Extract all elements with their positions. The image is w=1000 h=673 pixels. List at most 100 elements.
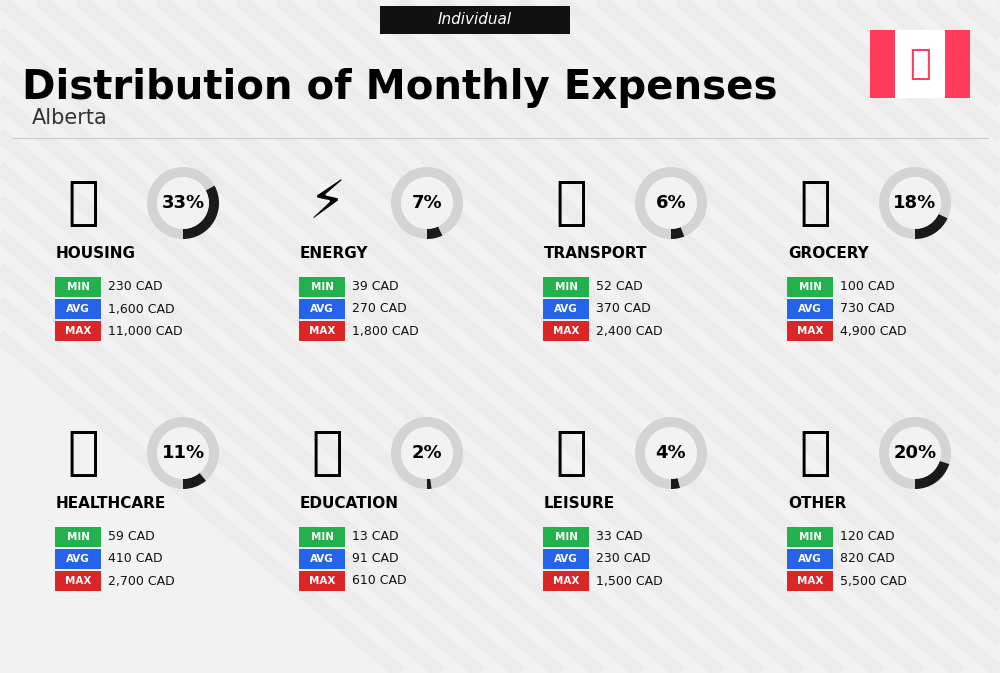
Text: MIN: MIN (554, 532, 578, 542)
Text: MAX: MAX (797, 326, 823, 336)
Text: MIN: MIN (310, 532, 334, 542)
Text: 120 CAD: 120 CAD (840, 530, 895, 544)
Text: 4%: 4% (656, 444, 686, 462)
Text: 230 CAD: 230 CAD (596, 553, 651, 565)
Text: 7%: 7% (412, 194, 442, 212)
FancyBboxPatch shape (380, 6, 570, 34)
FancyBboxPatch shape (787, 321, 833, 341)
Circle shape (889, 177, 941, 229)
Wedge shape (915, 214, 948, 239)
FancyBboxPatch shape (299, 299, 345, 319)
FancyBboxPatch shape (787, 277, 833, 297)
Text: 🍁: 🍁 (909, 47, 931, 81)
FancyBboxPatch shape (543, 549, 589, 569)
Circle shape (889, 427, 941, 479)
FancyBboxPatch shape (787, 299, 833, 319)
FancyBboxPatch shape (543, 321, 589, 341)
Text: MAX: MAX (65, 326, 91, 336)
Text: HEALTHCARE: HEALTHCARE (56, 495, 166, 511)
Text: 💰: 💰 (799, 427, 831, 479)
FancyBboxPatch shape (299, 277, 345, 297)
Circle shape (401, 427, 453, 479)
Wedge shape (147, 417, 219, 489)
Text: 11,000 CAD: 11,000 CAD (108, 324, 183, 337)
Text: MAX: MAX (65, 576, 91, 586)
FancyBboxPatch shape (55, 299, 101, 319)
Text: 2,700 CAD: 2,700 CAD (108, 575, 175, 588)
Circle shape (157, 427, 209, 479)
Text: MIN: MIN (310, 282, 334, 292)
FancyBboxPatch shape (543, 299, 589, 319)
Text: AVG: AVG (554, 554, 578, 564)
FancyBboxPatch shape (787, 527, 833, 547)
Text: AVG: AVG (66, 304, 90, 314)
Text: 730 CAD: 730 CAD (840, 302, 895, 316)
Text: AVG: AVG (66, 554, 90, 564)
FancyBboxPatch shape (543, 571, 589, 591)
Text: Distribution of Monthly Expenses: Distribution of Monthly Expenses (22, 68, 778, 108)
FancyBboxPatch shape (543, 277, 589, 297)
FancyBboxPatch shape (299, 549, 345, 569)
Text: ENERGY: ENERGY (300, 246, 368, 260)
FancyBboxPatch shape (543, 527, 589, 547)
Wedge shape (671, 227, 684, 239)
FancyBboxPatch shape (55, 549, 101, 569)
Circle shape (157, 177, 209, 229)
Text: 🛍: 🛍 (555, 427, 587, 479)
Text: 🎓: 🎓 (311, 427, 343, 479)
Text: 18%: 18% (893, 194, 937, 212)
Wedge shape (915, 461, 949, 489)
Wedge shape (635, 417, 707, 489)
Text: 270 CAD: 270 CAD (352, 302, 407, 316)
FancyBboxPatch shape (870, 30, 970, 98)
Text: LEISURE: LEISURE (544, 495, 615, 511)
Text: EDUCATION: EDUCATION (300, 495, 399, 511)
Text: 13 CAD: 13 CAD (352, 530, 399, 544)
Text: MIN: MIN (554, 282, 578, 292)
Text: 820 CAD: 820 CAD (840, 553, 895, 565)
Wedge shape (183, 186, 219, 239)
FancyBboxPatch shape (55, 571, 101, 591)
Text: 20%: 20% (893, 444, 937, 462)
Text: 🛒: 🛒 (799, 177, 831, 229)
Text: AVG: AVG (310, 304, 334, 314)
Text: 230 CAD: 230 CAD (108, 281, 163, 293)
Text: 370 CAD: 370 CAD (596, 302, 651, 316)
Wedge shape (635, 167, 707, 239)
FancyBboxPatch shape (945, 30, 970, 98)
Text: 1,800 CAD: 1,800 CAD (352, 324, 419, 337)
Text: MIN: MIN (66, 532, 90, 542)
Text: AVG: AVG (310, 554, 334, 564)
FancyBboxPatch shape (299, 571, 345, 591)
Text: MAX: MAX (797, 576, 823, 586)
Text: Alberta: Alberta (32, 108, 108, 128)
Text: MIN: MIN (66, 282, 90, 292)
Text: 610 CAD: 610 CAD (352, 575, 407, 588)
Text: MAX: MAX (309, 326, 335, 336)
FancyBboxPatch shape (870, 30, 895, 98)
Wedge shape (183, 473, 206, 489)
Text: MIN: MIN (798, 282, 822, 292)
Circle shape (401, 177, 453, 229)
Text: MAX: MAX (553, 576, 579, 586)
Text: 5,500 CAD: 5,500 CAD (840, 575, 907, 588)
Text: OTHER: OTHER (788, 495, 846, 511)
FancyBboxPatch shape (787, 571, 833, 591)
Text: Individual: Individual (438, 13, 512, 28)
Text: 410 CAD: 410 CAD (108, 553, 163, 565)
Text: MAX: MAX (553, 326, 579, 336)
Wedge shape (671, 478, 680, 489)
Text: 🏥: 🏥 (67, 427, 99, 479)
Text: 2%: 2% (412, 444, 442, 462)
Text: 2,400 CAD: 2,400 CAD (596, 324, 663, 337)
Text: TRANSPORT: TRANSPORT (544, 246, 648, 260)
Wedge shape (879, 417, 951, 489)
Text: 🚌: 🚌 (555, 177, 587, 229)
FancyBboxPatch shape (55, 321, 101, 341)
Wedge shape (391, 417, 463, 489)
Wedge shape (147, 167, 219, 239)
Text: 39 CAD: 39 CAD (352, 281, 399, 293)
Text: 33%: 33% (161, 194, 205, 212)
Text: AVG: AVG (798, 304, 822, 314)
Text: 4,900 CAD: 4,900 CAD (840, 324, 907, 337)
